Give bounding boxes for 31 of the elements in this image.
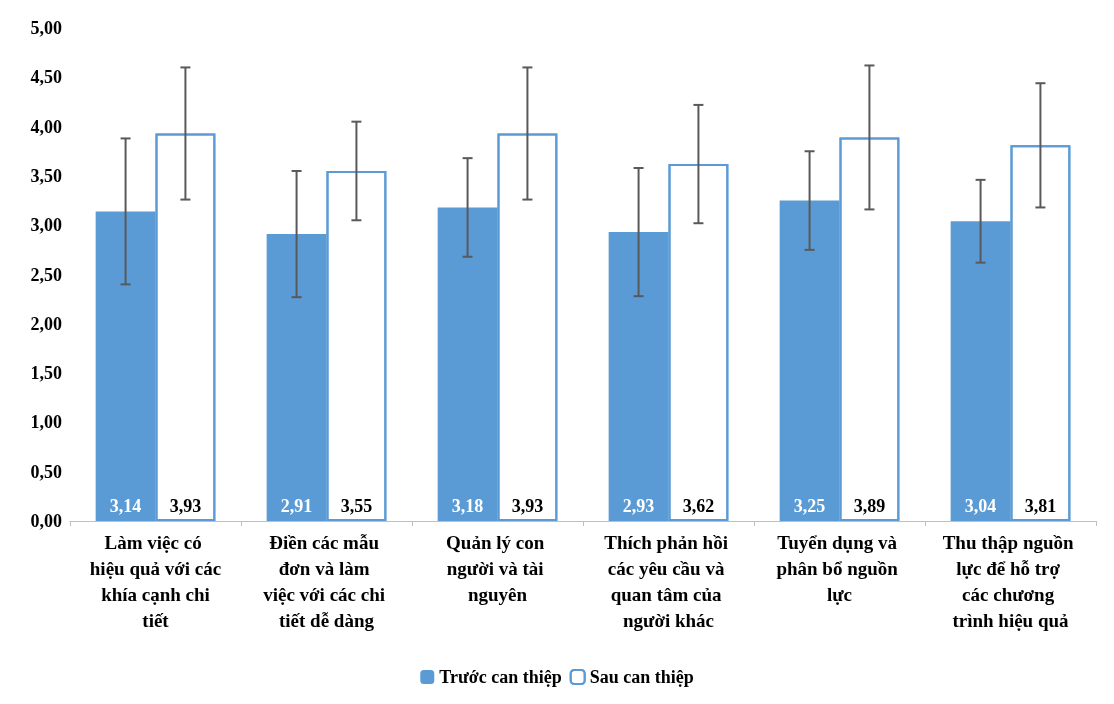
data-label: 3,25 [793, 496, 826, 516]
y-tick-label: 1,50 [30, 363, 62, 384]
data-label: 3,89 [853, 496, 886, 516]
y-tick-label: 3,50 [30, 165, 62, 186]
y-tick-label: 2,00 [30, 313, 62, 334]
x-tick-label: Điền các mẫu đơn và làm việc với các chi tiết dễ dàng [263, 531, 390, 631]
y-tick-label: 0,50 [30, 461, 62, 482]
y-tick-label: 4,00 [30, 116, 62, 137]
x-tick-label: Thích phản hồi các yêu cầu và quan tâm của người khác [604, 531, 733, 631]
y-tick-label: 4,50 [30, 67, 62, 88]
x-tick-label: Quản lý con người và tài nguyên [446, 531, 549, 605]
y-tick-label: 5,00 [30, 18, 62, 38]
data-label: 2,93 [622, 496, 655, 516]
x-tick-label: Làm việc có hiệu quả với các khía cạnh chi tiết [89, 531, 222, 631]
y-tick-label: 2,50 [30, 264, 62, 285]
data-label: 3,93 [511, 496, 544, 516]
x-tick-label: Thu thập nguồn lực để hỗ trợ các chương trình hiệu quả [942, 531, 1079, 631]
data-label: 3,14 [109, 496, 142, 516]
legend-label: Sau can thiệp [589, 667, 694, 687]
y-tick-label: 3,00 [30, 215, 62, 236]
data-label: 3,55 [340, 496, 373, 516]
x-tick-label: Tuyển dụng và phân bổ nguồn lực [776, 531, 903, 605]
legend-label: Trước can thiệp [439, 667, 562, 687]
data-label: 2,91 [280, 496, 313, 516]
data-label: 3,04 [964, 496, 997, 516]
y-tick-label: 0,00 [30, 511, 62, 531]
data-label: 3,18 [451, 496, 484, 516]
y-tick-label: 1,00 [30, 412, 62, 433]
data-label: 3,62 [682, 496, 715, 516]
data-label: 3,81 [1024, 496, 1057, 516]
data-label: 3,93 [169, 496, 202, 516]
